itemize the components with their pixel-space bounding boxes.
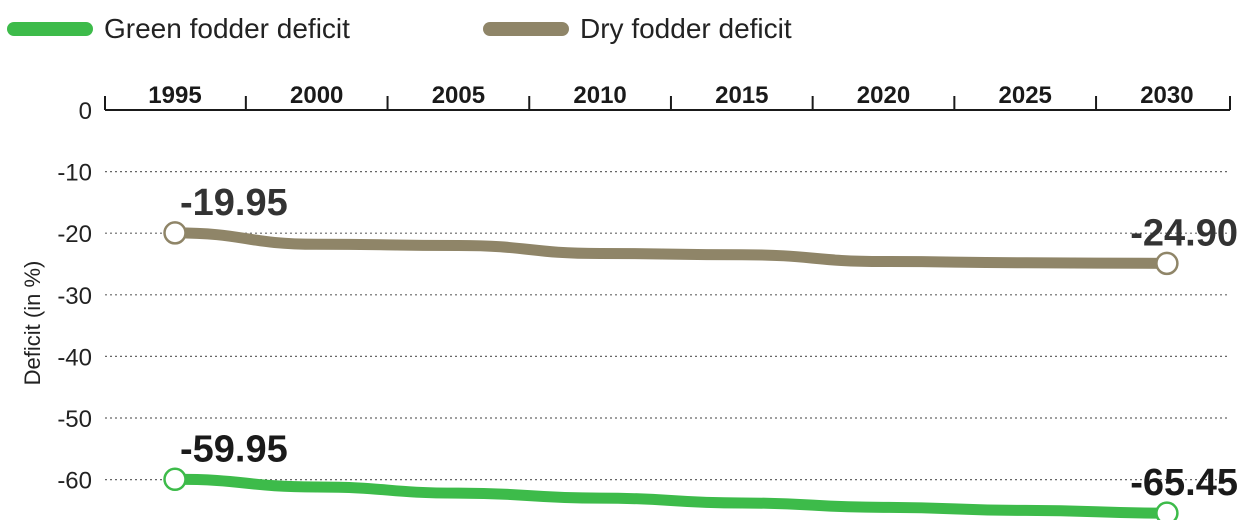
- y-tick-label-3: -30: [57, 283, 92, 310]
- series-line-0: [169, 473, 1173, 519]
- data-label-0-0: -59.95: [180, 428, 288, 470]
- series-line-1: [169, 227, 1173, 269]
- x-tick-label-4: 2015: [715, 82, 768, 109]
- y-tick-label-6: -60: [57, 468, 92, 495]
- data-label-1-1: -24.90: [1130, 212, 1238, 254]
- data-point-marker-1-1: [1155, 251, 1179, 276]
- axes: 0 -10 -20 -30 -40 -50 -60 1995 2000 2005 2010 2015 2…: [20, 82, 1231, 495]
- series-layer: [163, 221, 1179, 520]
- data-point-marker-1-0: [163, 221, 187, 245]
- y-tick-label-5: -50: [57, 406, 92, 433]
- data-labels: -59.95 -65.45 -19.95 -24.90: [180, 182, 1238, 504]
- x-tick-label-2: 2005: [432, 82, 485, 109]
- data-point-marker-0-1: [1155, 501, 1179, 520]
- data-label-0-1: -65.45: [1130, 462, 1238, 504]
- legend-label-0: Green fodder deficit: [104, 13, 350, 44]
- legend-label-1: Dry fodder deficit: [580, 13, 792, 44]
- y-tick-label-4: -40: [57, 344, 92, 371]
- y-tick-label-1: -10: [57, 160, 92, 187]
- y-tick-label-2: -20: [57, 221, 92, 248]
- y-axis-title: Deficit (in %): [20, 261, 45, 386]
- x-tick-label-7: 2030: [1140, 82, 1193, 109]
- y-tick-label-0: 0: [79, 98, 92, 125]
- data-label-1-0: -19.95: [180, 182, 288, 224]
- legend: Green fodder deficit Dry fodder deficit: [7, 13, 792, 44]
- x-tick-label-3: 2010: [573, 82, 626, 109]
- x-tick-label-1: 2000: [290, 82, 343, 109]
- data-point-marker-0-0: [163, 467, 187, 492]
- x-tick-label-6: 2025: [999, 82, 1052, 109]
- x-tick-label-0: 1995: [148, 82, 201, 109]
- x-tick-label-5: 2020: [857, 82, 910, 109]
